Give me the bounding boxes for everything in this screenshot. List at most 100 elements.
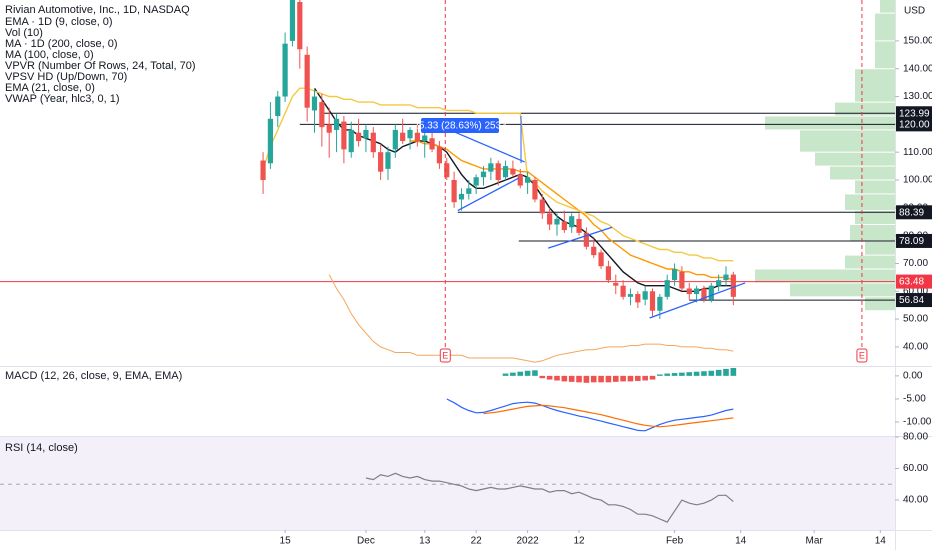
indicator-line <box>328 274 734 363</box>
candle-body <box>488 163 494 172</box>
candle-body <box>333 118 340 130</box>
y-tick-label: 130.00 <box>903 91 932 102</box>
price-line-tag <box>896 293 932 308</box>
candle-body <box>627 294 634 297</box>
candle-body <box>289 0 296 41</box>
event-marker <box>856 348 868 363</box>
price-line-label: 88.39 <box>899 207 924 218</box>
macd-histogram-bar <box>671 373 678 376</box>
price-line-tag <box>896 205 932 220</box>
volume-profile-bar <box>855 69 895 102</box>
candle-body <box>657 296 663 311</box>
candle-body <box>480 171 487 178</box>
y-tick-label: 60.00 <box>903 463 928 474</box>
candle-body <box>378 152 384 172</box>
event-label: E <box>859 350 865 360</box>
x-tick-label: 12 <box>573 536 585 547</box>
volume-profile-bar <box>800 130 895 152</box>
volume-profile-bar <box>850 225 895 241</box>
candle-body <box>686 288 692 295</box>
candle-body <box>400 132 406 142</box>
candle-body <box>495 163 501 180</box>
macd-histogram-bar <box>679 372 685 376</box>
candle-body <box>591 246 597 256</box>
candle-body <box>348 129 354 153</box>
y-tick-label: 40.00 <box>903 342 928 353</box>
trendline <box>649 282 746 319</box>
candle-body <box>319 102 325 128</box>
chart-title: Rivian Automotive, Inc., 1D, NASDAQ <box>5 4 190 16</box>
price-line-tag <box>896 274 932 289</box>
volume-profile-bar <box>830 166 895 180</box>
pane <box>0 472 895 523</box>
x-tick-label: Mar <box>806 536 824 547</box>
x-tick-label: 22 <box>471 536 483 547</box>
trendline <box>449 129 525 163</box>
price-line-tag <box>896 117 932 132</box>
volume-profile-bar <box>755 269 895 283</box>
y-tick-label: 100.00 <box>903 175 932 186</box>
volume-profile-bar <box>835 102 895 116</box>
candle-body <box>576 218 582 233</box>
macd-histogram-bar <box>532 370 538 376</box>
volume-profile-bar <box>845 255 895 269</box>
volume-profile-bar <box>855 211 895 225</box>
legend-entry: EMA · 1D (9, close, 0) <box>5 16 113 28</box>
y-tick-label: 0.00 <box>903 370 923 381</box>
x-tick-label: 15 <box>280 536 292 547</box>
candle-body <box>326 124 332 133</box>
macd-histogram-bar <box>576 375 582 383</box>
legend-entry: MA (100, close, 0) <box>5 49 94 61</box>
y-tick-label: 70.00 <box>903 258 928 269</box>
macd-histogram-bar <box>620 375 626 382</box>
volume-profile-bar <box>765 116 895 130</box>
candle-body <box>701 288 707 300</box>
y-tick-label: 140.00 <box>903 63 932 74</box>
candle-body <box>723 274 729 281</box>
measure-label: 25.33 (28.63%) 2533 <box>413 121 507 132</box>
macd-histogram-bar <box>723 368 729 376</box>
legend-entry: VPSV HD (Up/Down, 70) <box>5 71 127 83</box>
candle-body <box>385 152 391 169</box>
candle-body <box>436 146 443 164</box>
macd-histogram-bar <box>546 375 553 380</box>
x-tick-label: 14 <box>735 536 747 547</box>
candle-body <box>569 216 575 228</box>
candle-body <box>282 43 288 97</box>
candle-body <box>524 177 531 183</box>
macd-histogram-bar <box>649 375 656 380</box>
macd-histogram-bar <box>627 375 634 382</box>
x-tick-label: Feb <box>666 536 684 547</box>
legend-entry: VPVR (Number Of Rows, 24, Total, 70) <box>5 60 196 72</box>
macd-histogram-bar <box>693 371 700 376</box>
macd-histogram-bar <box>715 369 722 376</box>
candle-body <box>539 199 545 214</box>
candle-body <box>297 1 303 50</box>
macd-histogram-bar <box>583 375 590 383</box>
rsi-line <box>365 472 734 523</box>
legend-entry: VWAP (Year, hlc3, 0, 1) <box>5 93 120 105</box>
volume-profile-bar <box>855 180 895 194</box>
candle-body <box>260 160 266 180</box>
candle-body <box>363 129 369 139</box>
candle-body <box>517 174 523 186</box>
macd-histogram-bar <box>539 375 546 379</box>
candle-body <box>414 132 420 142</box>
volume-profile-bar <box>815 152 895 166</box>
candle-body <box>473 177 479 186</box>
y-tick-label: -5.00 <box>903 394 926 405</box>
y-tick-label: 110.00 <box>903 147 932 158</box>
y-tick-label: 40.00 <box>903 495 928 506</box>
rsi-background <box>0 437 895 530</box>
candle-body <box>598 252 604 267</box>
macd-histogram-bar <box>598 375 604 383</box>
macd-histogram-bar <box>510 372 516 376</box>
candle-body <box>422 135 428 142</box>
x-tick-label: 13 <box>419 536 431 547</box>
macd-line <box>483 404 734 428</box>
macd-histogram-bar <box>664 373 671 376</box>
volume-profile-bar <box>865 241 895 255</box>
candle-body <box>444 163 450 178</box>
